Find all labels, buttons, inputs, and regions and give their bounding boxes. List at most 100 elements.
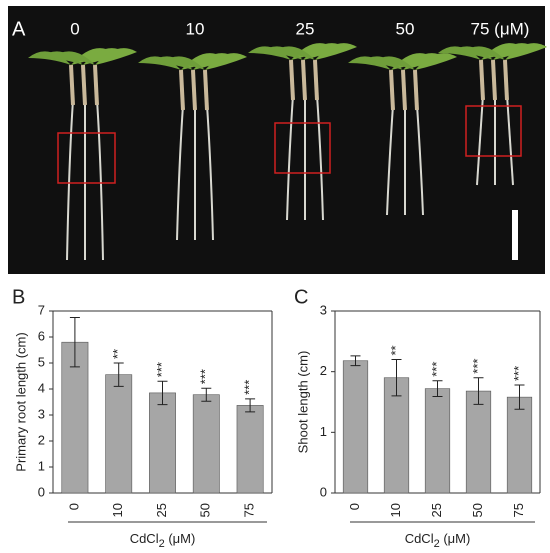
significance: ***	[154, 362, 169, 377]
y-tick-label: 3	[320, 302, 327, 317]
bar	[149, 392, 176, 494]
x-axis-label-part: CdCl	[130, 531, 159, 546]
x-tick-label: 75	[511, 503, 526, 517]
x-axis-label-part: 2	[434, 538, 440, 550]
error-bar	[157, 380, 168, 406]
photo-label: 50	[396, 19, 415, 38]
root	[286, 94, 294, 221]
y-tick-label: 0	[320, 484, 327, 499]
highlight-box	[57, 132, 116, 184]
bar	[383, 377, 410, 494]
x-tick-label: 25	[154, 503, 169, 517]
error-bar	[350, 355, 361, 367]
y-tick-label: 5	[38, 354, 45, 369]
root	[96, 99, 104, 261]
significance: ***	[511, 366, 526, 381]
error-bar	[245, 398, 256, 413]
photo	[28, 43, 547, 261]
x-axis-label-part: CdCl	[405, 531, 434, 546]
stem	[503, 59, 509, 101]
y-tick-label: 6	[38, 328, 45, 343]
error-bar	[391, 359, 402, 397]
root	[176, 104, 184, 241]
significance: ***	[429, 362, 444, 377]
leaf	[52, 51, 95, 65]
stem	[413, 69, 419, 111]
stem	[389, 69, 395, 111]
bar	[465, 390, 492, 494]
leaf	[205, 53, 247, 70]
root	[206, 104, 214, 241]
leaf	[505, 43, 547, 60]
photo-label: 75 (μM)	[471, 19, 530, 38]
stem	[179, 69, 185, 111]
stem	[301, 59, 307, 101]
error-bar	[473, 377, 484, 405]
stem	[289, 59, 295, 101]
x-tick-label: 10	[110, 503, 125, 517]
x-axis-label: CdCl2 (μM)	[130, 531, 196, 549]
x-tick-label: 0	[347, 503, 362, 510]
bar	[506, 396, 533, 494]
root	[66, 99, 74, 261]
leaf	[162, 56, 205, 70]
stem	[69, 64, 75, 106]
significance: ***	[470, 359, 485, 374]
x-axis-label-part: (μM)	[165, 531, 196, 546]
x-tick-label: 10	[388, 503, 403, 517]
panel-label: B	[12, 286, 25, 308]
stem	[191, 69, 197, 111]
error-bar	[432, 380, 443, 398]
leaf	[462, 46, 505, 60]
x-axis-label-part: (μM)	[440, 531, 471, 546]
bar	[424, 388, 451, 494]
bar	[342, 360, 369, 494]
bar	[192, 394, 220, 494]
significance: ***	[198, 369, 213, 384]
leaf	[315, 43, 357, 60]
y-axis-label: Primary root length (cm)	[13, 332, 28, 471]
leaf	[372, 56, 415, 70]
root	[416, 104, 424, 216]
x-tick-label: 50	[198, 503, 213, 517]
stem	[479, 59, 485, 101]
significance: **	[388, 345, 403, 355]
y-tick-label: 2	[38, 432, 45, 447]
highlight-box	[274, 122, 331, 174]
stem	[491, 59, 497, 101]
significance: ***	[242, 380, 257, 395]
x-tick-label: 50	[470, 503, 485, 517]
y-tick-label: 1	[38, 458, 45, 473]
x-axis-label: CdCl2 (μM)	[405, 531, 471, 549]
bar	[105, 374, 133, 494]
y-tick-label: 3	[38, 406, 45, 421]
photo-label: 0	[70, 19, 79, 38]
error-bar	[69, 317, 80, 368]
stem	[203, 69, 209, 111]
error-bar	[201, 387, 212, 402]
root	[386, 104, 394, 216]
stem	[81, 64, 87, 106]
y-axis-label: Shoot length (cm)	[295, 351, 310, 454]
y-tick-label: 2	[320, 363, 327, 378]
photo-background	[8, 6, 545, 274]
root	[316, 94, 324, 221]
error-bar	[514, 384, 525, 410]
stem	[313, 59, 319, 101]
photo-label: 25	[296, 19, 315, 38]
significance: **	[110, 349, 125, 359]
leaf	[95, 48, 137, 65]
photo-label: 10	[186, 19, 205, 38]
leaf	[415, 53, 457, 70]
x-tick-label: 0	[66, 503, 81, 510]
y-tick-label: 7	[38, 302, 45, 317]
stem	[401, 69, 407, 111]
y-tick-label: 0	[38, 484, 45, 499]
error-bar	[113, 362, 124, 387]
panel-label: C	[294, 286, 308, 308]
x-axis-label-part: 2	[159, 538, 165, 550]
y-tick-label: 4	[38, 380, 45, 395]
scale-bar	[512, 210, 518, 260]
stem	[93, 64, 99, 106]
